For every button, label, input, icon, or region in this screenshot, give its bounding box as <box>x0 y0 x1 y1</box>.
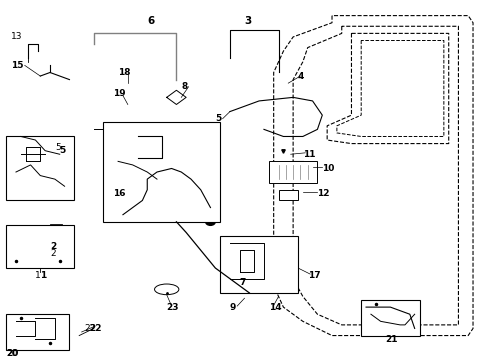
Bar <box>50 224 62 229</box>
Bar <box>16 233 60 261</box>
Text: 1: 1 <box>40 271 46 280</box>
Circle shape <box>205 218 215 225</box>
Bar <box>278 190 297 201</box>
Text: 20: 20 <box>6 349 18 358</box>
Text: 11: 11 <box>302 150 315 159</box>
Text: 15: 15 <box>11 61 23 70</box>
Text: 22: 22 <box>84 324 95 333</box>
Bar <box>103 122 220 222</box>
Ellipse shape <box>112 151 124 157</box>
Text: 9: 9 <box>229 303 236 312</box>
Text: 16: 16 <box>113 189 125 198</box>
Text: 19: 19 <box>113 89 125 98</box>
Text: 1: 1 <box>35 271 41 280</box>
Text: 20: 20 <box>6 349 19 358</box>
Bar <box>6 314 69 350</box>
Bar <box>6 136 74 201</box>
Text: 13: 13 <box>11 32 22 41</box>
Text: 14: 14 <box>268 303 281 312</box>
Text: 17: 17 <box>307 271 320 280</box>
Circle shape <box>181 204 191 211</box>
Text: 10: 10 <box>322 164 334 173</box>
Bar <box>220 236 297 293</box>
Text: 2: 2 <box>50 242 56 251</box>
Text: 8: 8 <box>181 82 187 91</box>
Ellipse shape <box>154 284 179 295</box>
Bar <box>361 300 419 336</box>
Text: 3: 3 <box>244 16 251 26</box>
Text: 5: 5 <box>215 114 221 123</box>
Circle shape <box>196 211 205 218</box>
Bar <box>268 161 317 183</box>
Text: 22: 22 <box>89 324 101 333</box>
Text: 23: 23 <box>166 303 179 312</box>
Text: 4: 4 <box>297 72 304 81</box>
Text: 18: 18 <box>118 68 130 77</box>
Text: 2: 2 <box>50 249 56 258</box>
Text: 21: 21 <box>385 334 397 343</box>
Text: 12: 12 <box>317 189 329 198</box>
Text: 7: 7 <box>239 278 245 287</box>
Text: 6: 6 <box>147 16 154 26</box>
Text: 5: 5 <box>60 146 66 155</box>
Bar <box>6 225 74 268</box>
Text: 5: 5 <box>55 143 61 152</box>
